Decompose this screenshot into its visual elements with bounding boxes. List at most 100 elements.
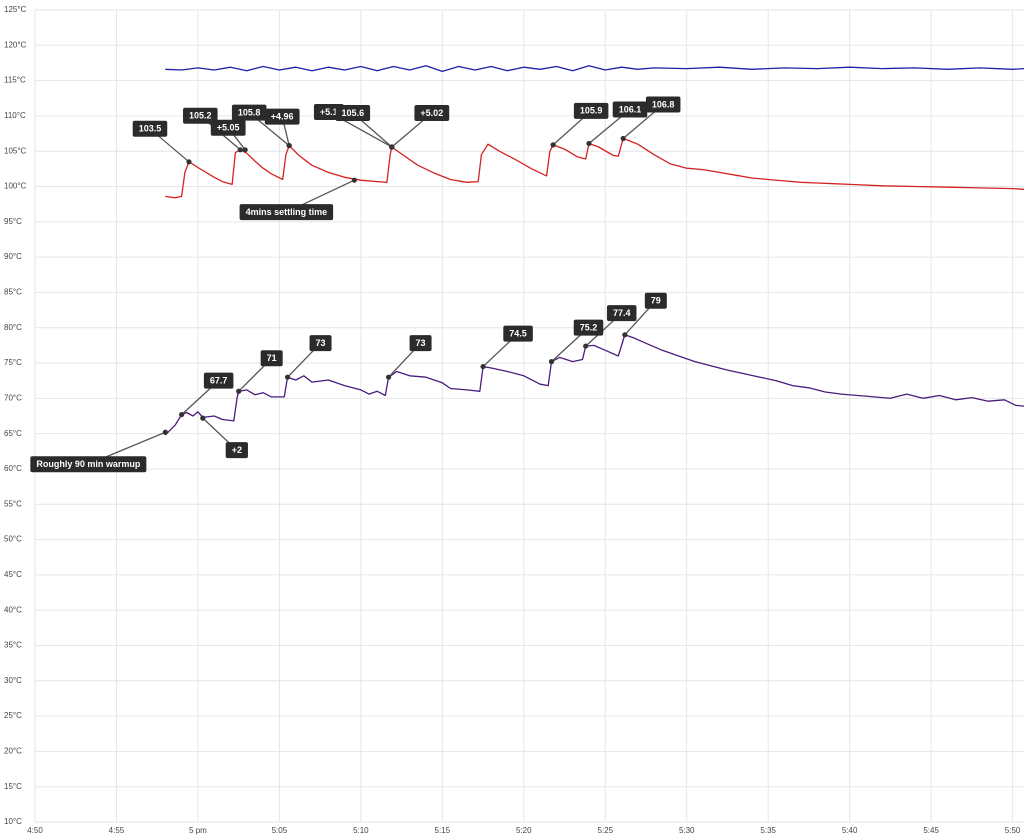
annotation-text: 106.1 <box>619 104 642 114</box>
annotation: 105.6 <box>335 104 371 121</box>
y-tick-label: 95°C <box>4 217 22 226</box>
annotation-box <box>612 101 648 118</box>
annotation-point <box>284 374 291 380</box>
annotation-point <box>186 159 192 165</box>
annotation-box <box>231 104 267 121</box>
annotation-text: 105.2 <box>189 111 212 121</box>
annotation-box <box>335 104 371 121</box>
annotation: 75.2 <box>573 319 604 336</box>
annotation-point <box>236 388 242 394</box>
annotation-box <box>409 335 432 352</box>
annotation: 105.2 <box>183 107 218 124</box>
y-tick-label: 60°C <box>4 464 22 473</box>
annotation-box <box>645 96 681 113</box>
annotation: 105.8 <box>231 104 267 121</box>
y-tick-label: 40°C <box>4 605 22 614</box>
y-tick-label: 110°C <box>4 111 26 120</box>
y-tick-label: 120°C <box>4 40 27 49</box>
y-tick-label: 100°C <box>4 182 27 191</box>
annotation-text: 71 <box>267 353 277 363</box>
annotation-point <box>389 144 395 150</box>
y-tick-label: 85°C <box>4 288 22 297</box>
annotation-point <box>586 140 592 147</box>
annotation-box <box>264 108 300 125</box>
series-line <box>165 137 1024 199</box>
annotation-text: +2 <box>232 445 242 455</box>
annotation-box <box>309 335 332 352</box>
series-line <box>165 65 1024 73</box>
annotation-point <box>242 147 248 153</box>
y-tick-label: 45°C <box>4 570 22 579</box>
annotation-text: 4mins settling time <box>246 207 328 217</box>
annotation-point <box>162 429 168 435</box>
annotation-box <box>414 104 450 121</box>
annotation: 73 <box>409 335 432 352</box>
y-tick-label: 20°C <box>4 747 22 756</box>
x-tick-label: 4:50 <box>27 826 43 835</box>
annotation: +2 <box>225 442 248 459</box>
annotation-text: 77.4 <box>613 308 631 318</box>
annotation-box <box>239 204 334 221</box>
annotation-point <box>351 177 357 183</box>
annotation-point <box>622 332 628 338</box>
annotation-text: 67.7 <box>210 375 228 385</box>
annotation-text: 75.2 <box>580 323 598 333</box>
annotation-box <box>573 319 604 336</box>
y-tick-label: 70°C <box>4 393 22 402</box>
x-tick-label: 5:30 <box>679 826 695 835</box>
annotation-text: 73 <box>316 338 326 348</box>
y-tick-label: 65°C <box>4 429 22 438</box>
y-tick-label: 30°C <box>4 676 22 685</box>
annotation-text: 105.8 <box>238 107 261 117</box>
annotation-box <box>183 107 218 124</box>
y-tick-label: 105°C <box>4 146 27 155</box>
x-tick-label: 4:55 <box>109 826 125 835</box>
annotation-box <box>132 120 168 137</box>
x-tick-label: 5:05 <box>272 826 288 835</box>
y-tick-label: 15°C <box>4 782 22 791</box>
annotation-point <box>237 147 243 153</box>
annotation: 74.5 <box>503 325 533 342</box>
annotation: 77.4 <box>606 305 637 322</box>
x-tick-label: 5:25 <box>597 826 613 835</box>
annotation-box <box>210 119 246 136</box>
annotation-box <box>225 442 248 459</box>
annotation-text: 105.9 <box>580 106 603 116</box>
y-tick-label: 50°C <box>4 535 22 544</box>
annotation-text: +5.05 <box>217 123 240 133</box>
annotation-text: +4.96 <box>271 111 294 121</box>
annotation: 106.1 <box>612 101 648 118</box>
annotation-box <box>644 292 667 309</box>
annotation-point <box>286 142 292 149</box>
x-tick-label: 5:40 <box>842 826 858 835</box>
annotation-point <box>200 415 206 421</box>
annotation: +5.02 <box>414 104 450 121</box>
annotation-point <box>550 142 556 148</box>
annotation-text: +5.1 <box>320 107 338 117</box>
y-tick-label: 90°C <box>4 252 22 261</box>
annotation-text: Roughly 90 min warmup <box>36 459 141 469</box>
annotation-text: 106.8 <box>652 99 675 109</box>
annotation: 103.5 <box>132 120 168 137</box>
y-tick-label: 35°C <box>4 641 22 650</box>
series-line <box>164 334 1024 436</box>
annotation-point <box>385 374 392 380</box>
annotation: 73 <box>309 335 332 352</box>
annotation-box <box>573 102 609 119</box>
y-tick-label: 25°C <box>4 711 22 720</box>
annotation: 67.7 <box>203 372 234 389</box>
annotation-text: 103.5 <box>139 124 162 134</box>
annotation: Roughly 90 min warmup <box>30 456 147 473</box>
annotation-box <box>30 456 147 473</box>
y-tick-label: 75°C <box>4 358 22 367</box>
annotation: 105.9 <box>573 102 609 119</box>
annotation: 71 <box>260 350 283 367</box>
x-tick-label: 5 pm <box>189 826 207 835</box>
x-tick-label: 5:10 <box>353 826 369 835</box>
annotation: +4.96 <box>264 108 300 125</box>
annotation-box <box>260 350 283 367</box>
annotation-text: +5.02 <box>420 108 443 118</box>
y-tick-label: 55°C <box>4 499 22 508</box>
x-tick-label: 5:50 <box>1005 826 1021 835</box>
